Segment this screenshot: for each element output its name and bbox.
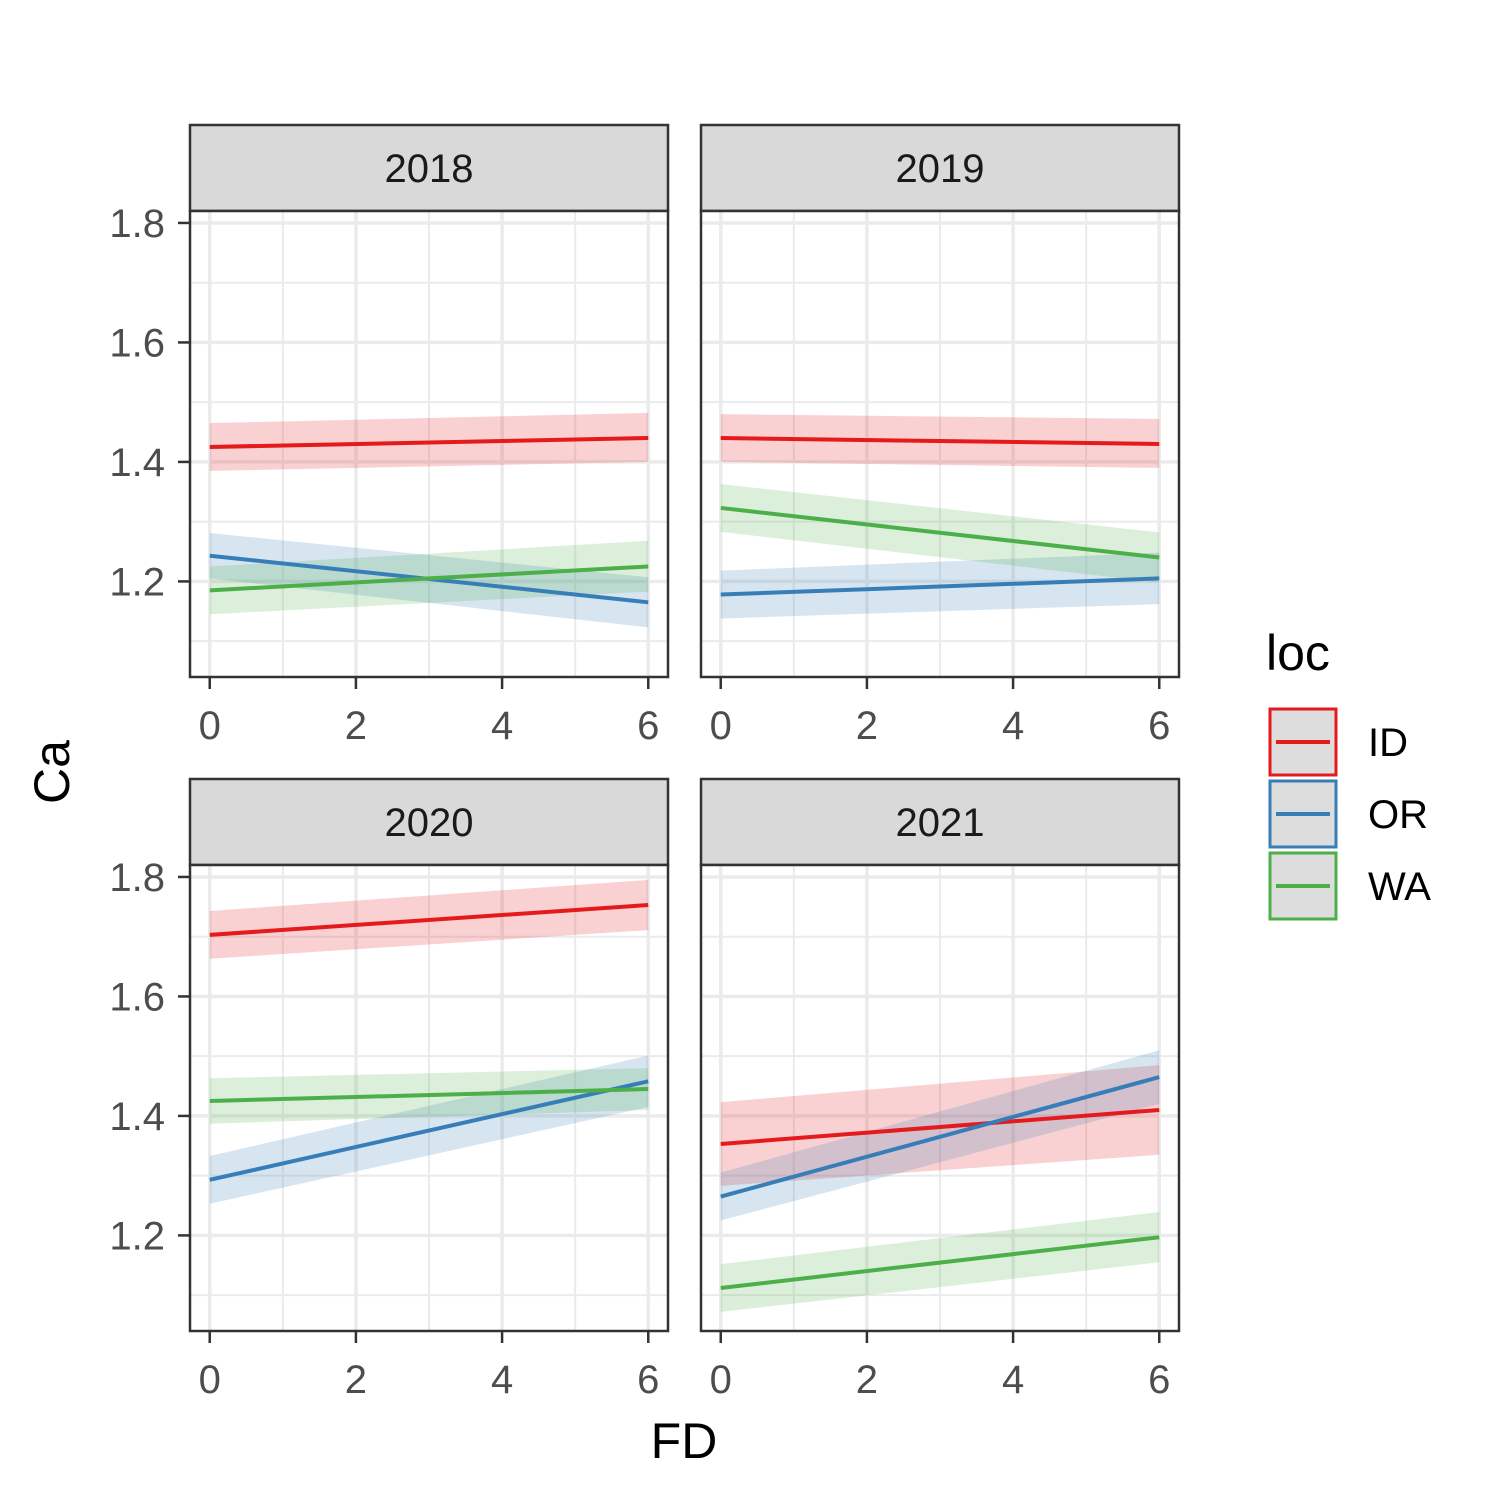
panel-border bbox=[188, 863, 670, 1333]
series-line-WA bbox=[720, 1235, 1160, 1290]
panel-border bbox=[699, 209, 1181, 679]
legend-label-WA: WA bbox=[1368, 865, 1431, 909]
facet-strip-label: 2018 bbox=[385, 147, 474, 191]
x-tick-label: 6 bbox=[637, 704, 659, 748]
y-tick-label: 1.4 bbox=[109, 1095, 165, 1139]
series-line-OR bbox=[720, 1075, 1160, 1199]
facet-strip bbox=[699, 123, 1181, 213]
panel-border bbox=[699, 863, 1181, 1333]
legend-label-OR: OR bbox=[1368, 793, 1428, 837]
x-tick-label: 0 bbox=[199, 1358, 221, 1402]
series-line-ID bbox=[720, 1107, 1160, 1146]
facet-strip-label: 2021 bbox=[896, 801, 985, 845]
series-line-OR bbox=[720, 576, 1160, 597]
x-tick-label: 2 bbox=[856, 704, 878, 748]
facet-strip bbox=[188, 123, 670, 213]
x-tick-label: 2 bbox=[345, 704, 367, 748]
legend-item-WA: WA bbox=[1268, 851, 1431, 921]
facet-panel-2020: 2020 0 2 4 6 1.2 1.4 1.6 1.8 bbox=[109, 777, 670, 1402]
x-tick-label: 6 bbox=[637, 1358, 659, 1402]
y-tick-label: 1.6 bbox=[109, 321, 165, 365]
x-tick-label: 4 bbox=[1002, 704, 1024, 748]
facet-strip bbox=[188, 777, 670, 867]
x-tick-label: 0 bbox=[199, 704, 221, 748]
panel-border bbox=[188, 209, 670, 679]
facet-panel-2019: 2019 0 2 4 6 bbox=[699, 123, 1181, 748]
series-line-ID bbox=[209, 436, 649, 449]
y-tick-label: 1.6 bbox=[109, 975, 165, 1019]
facet-strip-label: 2019 bbox=[896, 147, 985, 191]
series-line-OR bbox=[209, 1079, 649, 1182]
legend-item-OR: OR bbox=[1268, 779, 1428, 849]
legend-keys: ID OR WA bbox=[1268, 707, 1431, 921]
x-tick-label: 4 bbox=[491, 1358, 513, 1402]
x-tick-label: 6 bbox=[1148, 1358, 1170, 1402]
y-tick-label: 1.2 bbox=[109, 560, 165, 604]
series-line-WA bbox=[209, 1087, 649, 1103]
x-tick-label: 2 bbox=[345, 1358, 367, 1402]
x-tick-label: 4 bbox=[491, 704, 513, 748]
facet-panel-2021: 2021 0 2 4 6 bbox=[699, 777, 1181, 1402]
x-tick-label: 0 bbox=[710, 1358, 732, 1402]
y-axis-title: Ca bbox=[24, 740, 80, 804]
facet-panel-2018: 2018 0 2 4 6 1.2 1.4 1.6 1.8 bbox=[109, 123, 670, 748]
legend-label-ID: ID bbox=[1368, 721, 1408, 765]
x-tick-label: 2 bbox=[856, 1358, 878, 1402]
x-tick-label: 0 bbox=[710, 704, 732, 748]
y-tick-label: 1.4 bbox=[109, 441, 165, 485]
y-tick-label: 1.2 bbox=[109, 1214, 165, 1258]
facet-strip-label: 2020 bbox=[385, 801, 474, 845]
y-tick-label: 1.8 bbox=[109, 202, 165, 246]
legend: loc ID OR WA bbox=[1266, 625, 1431, 921]
y-tick-label: 1.8 bbox=[109, 856, 165, 900]
x-tick-label: 6 bbox=[1148, 704, 1170, 748]
legend-title: loc bbox=[1266, 625, 1330, 681]
series-line-WA bbox=[720, 505, 1160, 560]
facet-strip bbox=[699, 777, 1181, 867]
facet-panels: 2018 0 2 4 6 1.2 1.4 1.6 1.8 2019 0 2 4 6 2020 0 2 4 6 1.2 1… bbox=[109, 123, 1181, 1402]
legend-item-ID: ID bbox=[1268, 707, 1408, 777]
x-axis-title: FD bbox=[651, 1413, 718, 1469]
series-line-ID bbox=[720, 436, 1160, 446]
series-line-WA bbox=[209, 564, 649, 593]
series-line-ID bbox=[209, 903, 649, 937]
x-tick-label: 4 bbox=[1002, 1358, 1024, 1402]
